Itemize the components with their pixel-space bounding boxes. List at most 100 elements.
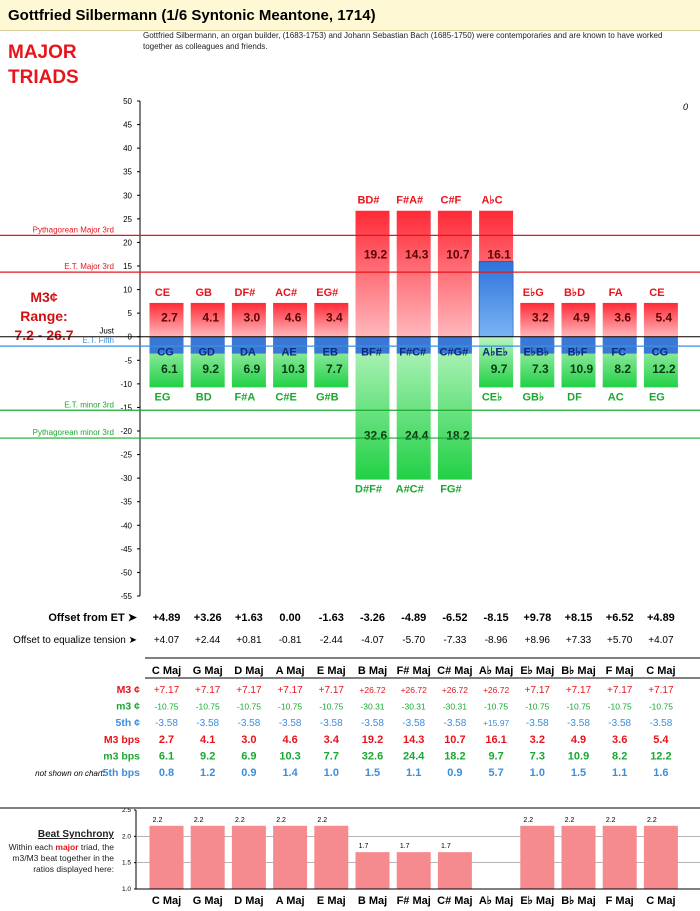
beat-sync-value: 1.7 bbox=[359, 843, 369, 850]
table-cell: -3.58 bbox=[567, 718, 590, 729]
table-cell: +7.17 bbox=[525, 685, 551, 696]
y-tick-label: 30 bbox=[123, 191, 132, 200]
table-cell: 7.3 bbox=[530, 750, 545, 762]
fifth-label: C#G# bbox=[440, 347, 469, 359]
beat-sync-title: Beat Synchrony bbox=[37, 829, 114, 840]
table-cell: 1.5 bbox=[365, 767, 380, 779]
minor-third-label: GB♭ bbox=[522, 391, 544, 403]
table-cell: 1.1 bbox=[406, 767, 421, 779]
offset-value: +8.15 bbox=[565, 612, 593, 624]
description: Gottfried Silbermann, an organ builder, … bbox=[143, 31, 663, 51]
tension-value: +7.33 bbox=[566, 635, 592, 646]
y-tick-label: -25 bbox=[120, 451, 132, 460]
minor-third-beats: 9.7 bbox=[491, 362, 508, 376]
tension-value: +4.07 bbox=[648, 635, 674, 646]
table-cell: +26.72 bbox=[442, 685, 469, 695]
not-shown-label: not shown on chart: bbox=[35, 769, 105, 778]
table-cell: 1.2 bbox=[200, 767, 215, 779]
minor-third-label: F#A bbox=[235, 391, 256, 403]
corner-mark: 0 bbox=[683, 102, 688, 112]
minor-third-beats: 9.2 bbox=[202, 362, 219, 376]
fifth-bar bbox=[273, 336, 308, 354]
minor-third-bar bbox=[479, 336, 514, 388]
major-third-bar bbox=[231, 302, 266, 337]
tension-value: -5.70 bbox=[402, 635, 425, 646]
y-tick-label: -35 bbox=[120, 498, 132, 507]
major-third-beats: 5.4 bbox=[656, 311, 673, 325]
table-cell: 10.9 bbox=[568, 750, 589, 762]
table-cell: 5.7 bbox=[488, 767, 503, 779]
beat-sync-category: C Maj bbox=[646, 895, 675, 907]
tension-value: +8.96 bbox=[525, 635, 551, 646]
table-cell: 3.2 bbox=[530, 734, 545, 746]
minor-third-bar bbox=[437, 336, 472, 480]
table-cell: 1.5 bbox=[571, 767, 586, 779]
table-cell: -30.31 bbox=[360, 702, 384, 712]
offset-value: +9.78 bbox=[523, 612, 551, 624]
beat-sync-text-emph: major bbox=[55, 842, 79, 852]
major-third-beats: 10.7 bbox=[446, 248, 470, 262]
minor-third-label: CE♭ bbox=[482, 391, 502, 403]
reference-line-label: E.T. Fifth bbox=[82, 336, 114, 345]
page-title: Gottfried Silbermann (1/6 Syntonic Meant… bbox=[8, 7, 376, 24]
fifth-bar bbox=[478, 261, 514, 338]
table-cell: +26.72 bbox=[359, 685, 386, 695]
beat-sync-bar bbox=[273, 825, 308, 889]
m3-range-line1: M3¢ Range: bbox=[20, 289, 68, 324]
table-cell: +7.17 bbox=[319, 685, 345, 696]
fifth-bar bbox=[602, 336, 637, 354]
table-cell: 9.2 bbox=[200, 750, 215, 762]
minor-third-beats: 7.3 bbox=[532, 362, 549, 376]
tension-value: -0.81 bbox=[279, 635, 302, 646]
fifth-label: F#C# bbox=[399, 347, 426, 359]
beat-sync-value: 2.2 bbox=[235, 817, 245, 824]
beat-sync-category: B Maj bbox=[358, 895, 387, 907]
reference-line-label: E.T. Major 3rd bbox=[64, 262, 114, 271]
y-tick-label: -30 bbox=[120, 474, 132, 483]
offset-value: +4.89 bbox=[647, 612, 675, 624]
section-title: MAJOR TRIADS bbox=[8, 40, 79, 90]
fifth-label: A♭E♭ bbox=[482, 347, 508, 359]
beat-sync-value: 2.2 bbox=[153, 817, 163, 824]
major-third-beats: 19.2 bbox=[364, 248, 388, 262]
major-third-beats: 16.1 bbox=[487, 248, 511, 262]
tension-value: +5.70 bbox=[607, 635, 633, 646]
table-cell: -10.75 bbox=[649, 702, 673, 712]
fifth-bar bbox=[437, 336, 472, 354]
table-cell: -3.58 bbox=[650, 718, 673, 729]
fifth-label: FC bbox=[611, 347, 626, 359]
beat-sync-text-before: Within each bbox=[8, 842, 54, 852]
y-tick-label: 5 bbox=[128, 309, 133, 318]
table-cell: -3.58 bbox=[444, 718, 467, 729]
table-cell: 4.1 bbox=[200, 734, 215, 746]
table-cell: +26.72 bbox=[401, 685, 428, 695]
major-third-bar bbox=[190, 302, 225, 337]
table-cell: +7.17 bbox=[277, 685, 303, 696]
beat-sync-category: C# Maj bbox=[437, 895, 472, 907]
major-third-label: E♭G bbox=[523, 287, 544, 299]
beat-sync-value: 1.7 bbox=[441, 843, 451, 850]
major-third-bar bbox=[520, 302, 555, 337]
table-cell: 0.9 bbox=[241, 767, 256, 779]
beat-sync-category: G Maj bbox=[193, 895, 223, 907]
major-third-beats: 4.1 bbox=[202, 311, 219, 325]
beat-sync-value: 2.2 bbox=[565, 817, 575, 824]
table-cell: 1.4 bbox=[282, 767, 298, 779]
minor-third-beats: 7.7 bbox=[326, 362, 343, 376]
reference-line-label: Just bbox=[99, 327, 114, 336]
reference-line-label: E.T. minor 3rd bbox=[64, 400, 114, 409]
table-cell: 3.4 bbox=[324, 734, 340, 746]
beat-sync-tick-label: 1.0 bbox=[122, 886, 131, 893]
beat-sync-bar bbox=[231, 825, 266, 889]
tension-row-label: Offset to equalize tension ➤ bbox=[13, 635, 137, 646]
offset-value: 0.00 bbox=[279, 612, 300, 624]
table-cell: +7.17 bbox=[607, 685, 633, 696]
major-third-bar bbox=[149, 302, 184, 337]
beat-sync-bar bbox=[314, 825, 349, 889]
offset-value: -8.15 bbox=[484, 612, 509, 624]
table-cell: -30.31 bbox=[443, 702, 467, 712]
minor-third-label: C#E bbox=[275, 391, 296, 403]
table-row-label: 5th ¢ bbox=[115, 717, 140, 729]
table-cell: 3.6 bbox=[612, 734, 627, 746]
table-cell: 16.1 bbox=[485, 734, 506, 746]
